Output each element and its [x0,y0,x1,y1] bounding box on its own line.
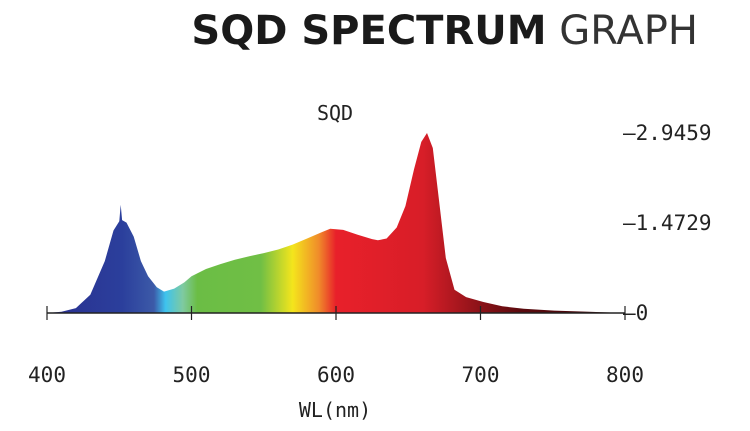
y-tick-label: –2.9459 [623,121,712,145]
y-tick-label: –0 [623,301,648,325]
heading-bold: SQD SPECTRUM [191,8,547,54]
x-tick-label: 600 [317,363,355,387]
y-tick-label: –1.4729 [623,211,712,235]
x-tick-label: 700 [462,363,500,387]
x-tick-label: 400 [28,363,66,387]
x-tick-label: 800 [606,363,644,387]
x-axis-label: WL(nm) [299,398,371,422]
chart-heading: SQD SPECTRUM GRAPH [191,8,698,54]
spectrum-area [47,133,625,313]
spectrum-area-layer [47,133,625,313]
chart-title: SQD [317,101,353,125]
heading-light: GRAPH [559,8,698,54]
axes: 400 500 600 700 800 –0 –1.4729 –2.9459 [28,121,711,387]
x-tick-label: 500 [173,363,211,387]
